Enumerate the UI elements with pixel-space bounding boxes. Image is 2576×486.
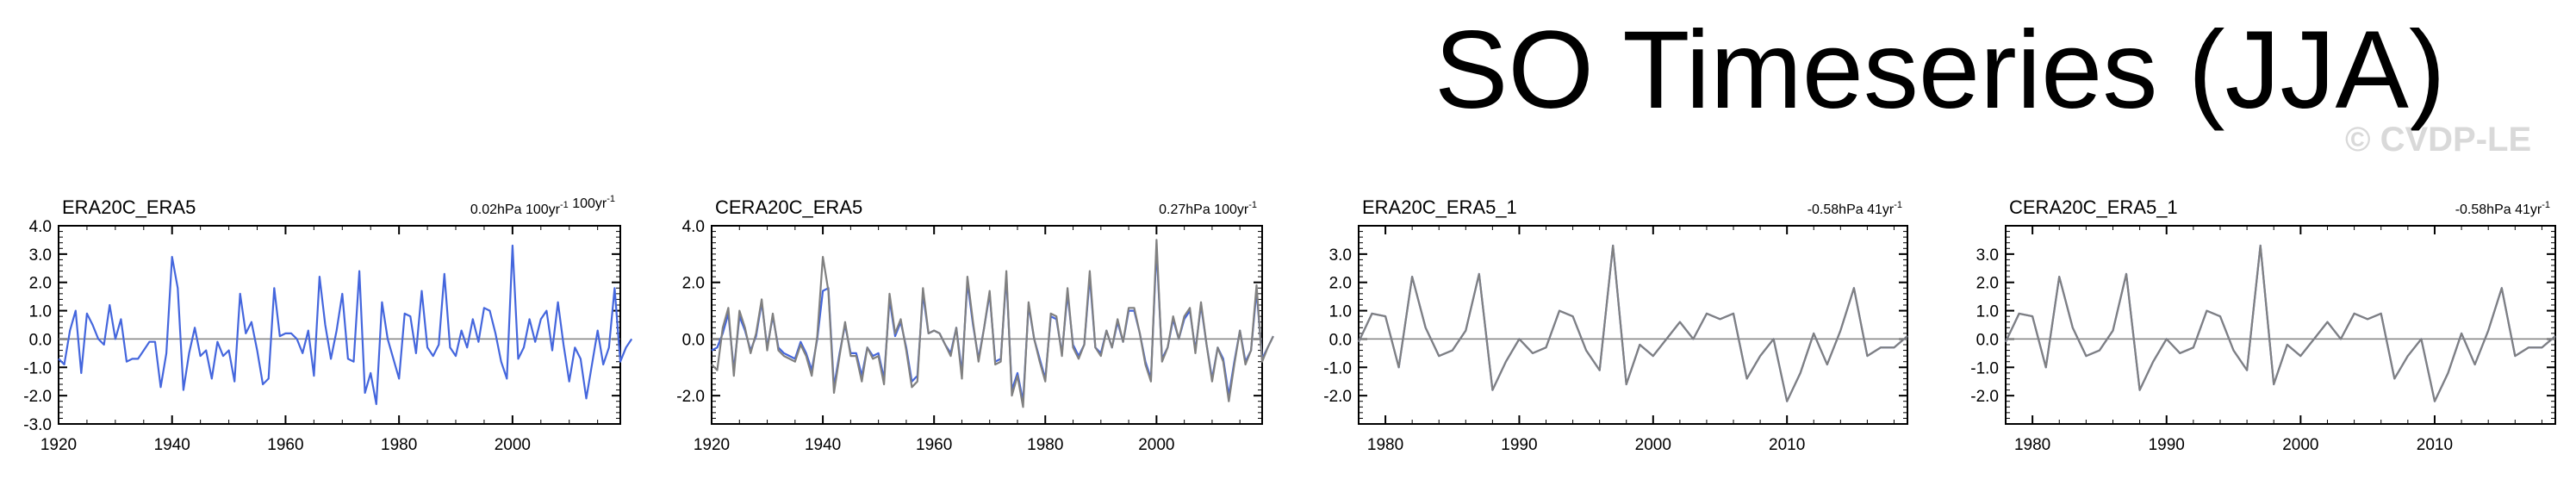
x-tick-label: 2000 — [2282, 436, 2318, 454]
trend-label: 0.27hPa 100yr-1 — [1159, 200, 1257, 217]
series-line — [711, 239, 1274, 408]
y-tick-label: -2.0 — [1970, 388, 1999, 406]
y-tick-label: -1.0 — [1323, 359, 1352, 377]
x-tick-label: 1940 — [154, 436, 190, 454]
series-line — [1358, 244, 1908, 402]
x-tick-label: 1960 — [916, 436, 952, 454]
x-tick-label: 1940 — [805, 436, 841, 454]
panel-title: ERA20C_ERA5 — [62, 196, 196, 218]
y-tick-label: -1.0 — [1970, 359, 1999, 377]
y-tick-label: 3.0 — [29, 246, 52, 265]
chart-panel: 3.0 2.0 1.0 0.0 -1.0 -2.0 1980 1990 2000 2010 ERA2… — [1323, 196, 1908, 454]
y-tick-label: -2.0 — [1323, 388, 1352, 406]
series-line — [1358, 244, 1908, 402]
chart-panel: 4.0 3.0 2.0 1.0 0.0 -1.0 -2.0 -3.0 1920 1940 1960 1… — [23, 194, 633, 454]
chart-panel: 4.0 2.0 0.0 -2.0 1920 1940 1960 1980 2000 CERA20C… — [676, 196, 1274, 454]
x-tick-label: 1990 — [1501, 436, 1537, 454]
x-tick-label: 1920 — [694, 436, 730, 454]
y-tick-label: 0.0 — [1976, 331, 1999, 349]
series-line — [2005, 244, 2556, 402]
panel-title: ERA20C_ERA5_1 — [1362, 196, 1517, 218]
y-tick-label: 0.0 — [682, 331, 705, 349]
y-tick-label: 3.0 — [1329, 246, 1352, 265]
x-tick-label: 1920 — [40, 436, 77, 454]
y-tick-label: 0.0 — [29, 331, 52, 349]
x-tick-label: 1980 — [2014, 436, 2050, 454]
y-tick-label: 3.0 — [1976, 246, 1999, 265]
x-tick-label: 2000 — [1138, 436, 1174, 454]
y-tick-label: 2.0 — [1329, 275, 1352, 293]
y-tick-label: 4.0 — [29, 218, 52, 236]
y-tick-label: 4.0 — [682, 218, 705, 236]
y-tick-label: 1.0 — [1976, 303, 1999, 321]
y-tick-label: 1.0 — [1329, 303, 1352, 321]
x-tick-label: 2010 — [1769, 436, 1805, 454]
y-tick-label: -2.0 — [676, 388, 705, 406]
y-tick-label: 2.0 — [682, 275, 705, 293]
plot-frame — [2005, 225, 2556, 425]
trend-label: -0.58hPa 41yr-1 — [2455, 200, 2550, 217]
page-title: SO Timeseries (JJA) — [1434, 9, 2446, 132]
x-tick-label: 1980 — [1027, 436, 1063, 454]
x-tick-label: 2000 — [495, 436, 531, 454]
panel-title: CERA20C_ERA5_1 — [2009, 196, 2178, 218]
y-tick-label: 2.0 — [1976, 275, 1999, 293]
x-tick-label: 1980 — [381, 436, 417, 454]
y-tick-label: -3.0 — [23, 416, 52, 434]
y-tick-label: 1.0 — [29, 303, 52, 321]
panel-title: CERA20C_ERA5 — [715, 196, 862, 218]
y-tick-label: 0.0 — [1329, 331, 1352, 349]
series-line — [58, 244, 633, 406]
x-tick-label: 2000 — [1635, 436, 1671, 454]
plot-frame — [58, 225, 621, 425]
x-tick-label: 1990 — [2149, 436, 2185, 454]
plot-frame — [711, 225, 1263, 425]
watermark: © CVDP-LE — [2345, 121, 2532, 159]
y-tick-label: -1.0 — [23, 359, 52, 377]
plot-frame — [1358, 225, 1908, 425]
chart-panel: 3.0 2.0 1.0 0.0 -1.0 -2.0 1980 1990 2000 2010 CERA… — [1970, 196, 2556, 454]
x-tick-label: 1980 — [1367, 436, 1403, 454]
series-line — [2005, 244, 2556, 402]
trend-label: 0.02hPa 100yr-1 100yr-1 — [470, 194, 615, 217]
x-tick-label: 2010 — [2417, 436, 2453, 454]
x-tick-label: 1960 — [267, 436, 303, 454]
y-tick-label: 2.0 — [29, 275, 52, 293]
y-tick-label: -2.0 — [23, 388, 52, 406]
trend-label: -0.58hPa 41yr-1 — [1808, 200, 1902, 217]
